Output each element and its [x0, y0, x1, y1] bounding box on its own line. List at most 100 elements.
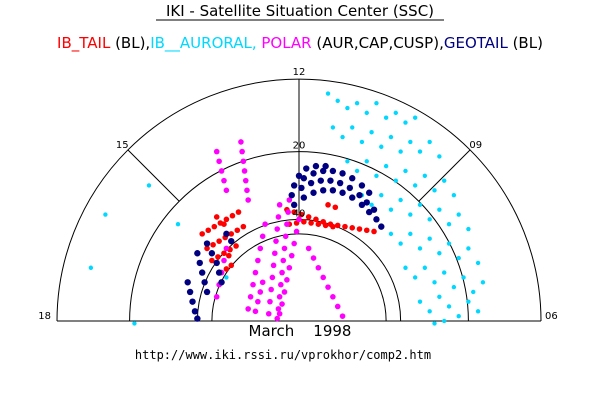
data-point	[305, 245, 312, 252]
data-point	[315, 264, 322, 271]
data-point	[358, 201, 366, 209]
data-point	[320, 187, 327, 194]
data-point	[221, 221, 227, 227]
data-point	[456, 212, 461, 217]
data-point	[427, 309, 432, 314]
data-point	[201, 279, 208, 286]
data-point	[132, 321, 137, 326]
data-point	[295, 172, 303, 179]
data-point	[285, 209, 291, 215]
data-point	[239, 148, 245, 155]
data-point	[228, 231, 235, 237]
data-layer	[88, 91, 486, 326]
data-point	[245, 306, 251, 312]
time-spoke-45	[418, 149, 471, 202]
data-point	[213, 214, 220, 220]
legend-segment-6: (BL)	[508, 34, 543, 52]
data-point	[291, 240, 297, 247]
data-point	[88, 265, 94, 270]
data-point	[379, 192, 384, 198]
data-point	[274, 315, 281, 322]
data-point	[345, 105, 350, 111]
data-point	[427, 139, 432, 145]
data-point	[221, 257, 227, 264]
data-point	[250, 281, 256, 288]
data-point	[284, 277, 290, 283]
data-point	[364, 159, 369, 164]
data-point	[393, 178, 398, 183]
data-point	[279, 269, 285, 276]
data-point	[317, 177, 324, 184]
data-point	[234, 227, 241, 234]
data-point	[369, 202, 374, 208]
data-point	[312, 162, 320, 170]
data-point	[398, 149, 403, 154]
data-point	[191, 308, 199, 315]
data-point	[336, 179, 344, 187]
data-point	[437, 294, 442, 299]
data-point	[325, 91, 331, 96]
data-point	[422, 173, 428, 178]
data-point	[211, 223, 218, 230]
time-label-09: 09	[469, 140, 482, 151]
data-point	[235, 209, 242, 215]
data-point	[412, 275, 418, 280]
data-point	[342, 223, 348, 230]
data-point	[310, 189, 317, 196]
data-point	[427, 217, 432, 222]
data-point	[466, 226, 471, 232]
data-point	[356, 191, 363, 199]
data-point	[242, 177, 249, 184]
data-point	[332, 204, 339, 211]
data-point	[286, 264, 293, 271]
data-point	[412, 115, 418, 120]
data-point	[293, 228, 300, 235]
legend-segment-4: (AUR,CAP,CUSP),	[312, 34, 444, 52]
data-point	[437, 154, 442, 159]
data-point	[320, 274, 327, 281]
data-point	[247, 294, 254, 300]
data-point	[223, 230, 230, 238]
data-point	[290, 182, 298, 189]
data-point	[451, 192, 457, 198]
data-point	[403, 168, 408, 174]
data-point	[451, 284, 457, 290]
data-point	[276, 202, 283, 208]
data-point	[209, 257, 215, 264]
data-point	[146, 183, 152, 188]
data-point	[398, 197, 403, 203]
data-point	[216, 238, 222, 244]
data-point	[403, 120, 408, 125]
data-point	[280, 257, 287, 264]
data-point	[363, 199, 370, 206]
data-point	[213, 148, 220, 155]
data-point	[354, 101, 360, 106]
data-point	[215, 254, 221, 260]
legend-segment-1: (BL),	[110, 34, 150, 52]
data-point	[329, 167, 337, 175]
data-point	[186, 288, 194, 296]
data-point	[373, 216, 380, 223]
data-point	[393, 110, 398, 116]
data-point	[273, 238, 279, 244]
data-point	[466, 246, 471, 251]
data-point	[358, 182, 366, 189]
data-point	[339, 189, 346, 196]
data-point	[388, 134, 394, 140]
time-label-12: 12	[293, 67, 306, 78]
data-point	[270, 262, 277, 269]
data-point	[216, 158, 222, 165]
data-point	[356, 226, 363, 232]
data-point	[363, 227, 370, 234]
data-point	[288, 191, 295, 199]
data-point	[221, 250, 227, 257]
data-point	[300, 175, 308, 182]
data-point	[244, 187, 250, 194]
data-point	[240, 223, 247, 230]
data-point	[279, 301, 285, 307]
data-point	[310, 255, 317, 261]
data-point	[378, 223, 385, 230]
data-point	[408, 212, 413, 217]
data-point	[359, 139, 365, 145]
